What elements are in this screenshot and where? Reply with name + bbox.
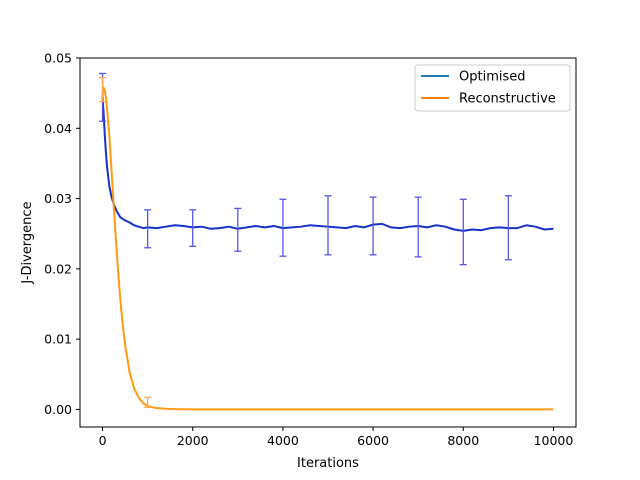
y-tick-label: 0.04 (44, 121, 72, 136)
series-line-reconstructive (101, 86, 554, 411)
x-axis-label: Iterations (297, 456, 359, 471)
series-line-optimised (101, 96, 554, 232)
axes-frame (79, 57, 577, 428)
y-tick-label: 0.02 (44, 261, 72, 276)
errorbar-reconstructive-1 (144, 396, 152, 408)
y-tick-label: 0.05 (44, 51, 72, 66)
errorbar-optimised-8 (459, 198, 467, 266)
x-tick-label: 0 (99, 433, 107, 448)
errorbar-optimised-5 (324, 195, 332, 256)
x-tick-label: 4000 (267, 433, 299, 448)
x-tick-label: 8000 (447, 433, 479, 448)
x-tick-label: 6000 (357, 433, 389, 448)
legend-box (414, 64, 571, 112)
y-tick-label: 0.03 (44, 191, 72, 206)
legend-label-reconstructive: Reconstructive (459, 92, 556, 107)
axes: 0 2000 4000 6000 8000 10000 0.00 0.01 0.02 0.03 0.… (44, 51, 577, 448)
errorbar-reconstructive-0 (99, 77, 107, 103)
y-tick-label: 0.01 (44, 332, 72, 347)
y-axis-label: J-Divergence (20, 201, 35, 284)
plot-area (99, 72, 554, 411)
y-tick-label: 0.00 (44, 402, 72, 417)
errorbar-optimised-2 (189, 209, 197, 248)
errorbar-optimised-7 (414, 196, 422, 258)
legend: Optimised Reconstructive (414, 64, 571, 112)
errorbar-optimised-4 (279, 198, 287, 257)
errorbar-optimised-6 (369, 196, 377, 256)
errorbar-optimised-1 (144, 209, 152, 249)
x-tick-label: 2000 (177, 433, 209, 448)
errorbar-optimised-9 (504, 195, 512, 261)
legend-label-optimised: Optimised (459, 70, 526, 85)
x-tick-label: 10000 (534, 433, 574, 448)
errorbar-optimised-3 (234, 207, 242, 252)
